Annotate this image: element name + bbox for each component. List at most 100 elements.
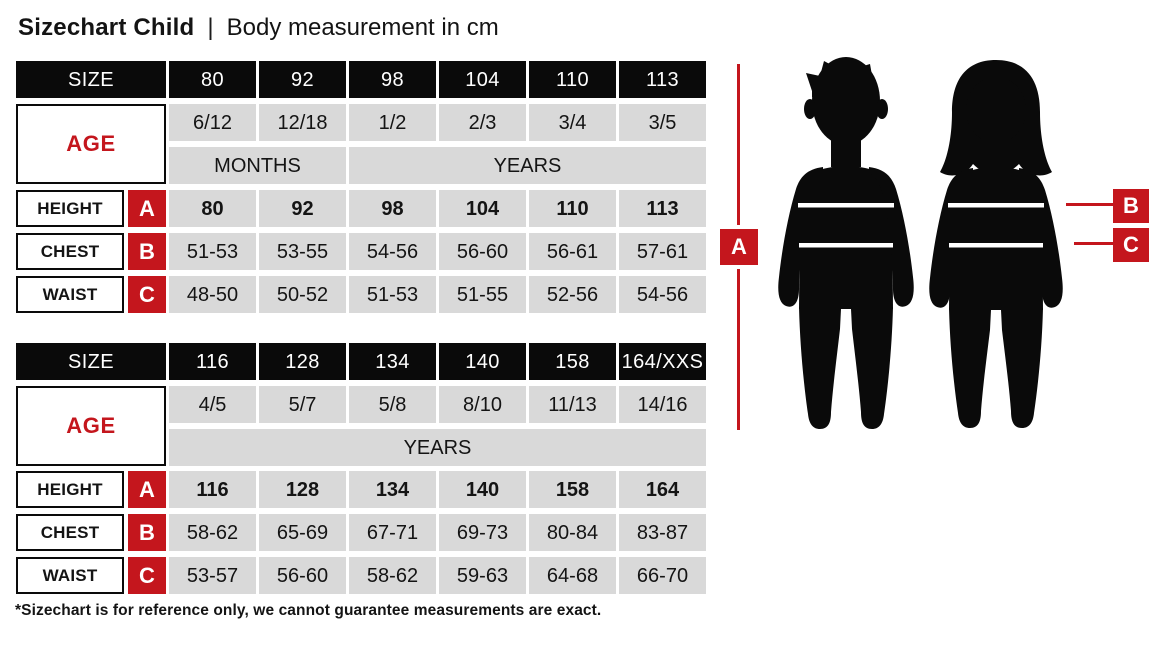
table2-height-cell: 116 [169, 471, 256, 508]
table1-chest-cell: 54-56 [349, 233, 436, 270]
table2-height-rowlabel: HEIGHT A [16, 471, 166, 508]
table1-age-cell: 3/4 [529, 104, 616, 141]
table2-size-cell: 134 [349, 343, 436, 380]
table1-height-cell: 110 [529, 190, 616, 227]
table2-age-cell: 4/5 [169, 386, 256, 423]
table1-header-grid: SIZE 80 92 98 104 110 113 AGE 6/12 12/18… [16, 61, 706, 184]
table1-size-cell: 80 [169, 61, 256, 98]
waist-label: WAIST [16, 557, 124, 594]
table1-age-cell: 3/5 [619, 104, 706, 141]
boy-neck [831, 129, 861, 167]
chest-label: CHEST [16, 514, 124, 551]
table2-waist-cell: 53-57 [169, 557, 256, 594]
table2-height-cell: 134 [349, 471, 436, 508]
table1-height-cell: 113 [619, 190, 706, 227]
table2-header-grid: SIZE 116 128 134 140 158 164/XXS AGE 4/5… [16, 343, 706, 466]
chest-pointer-line [1066, 203, 1113, 206]
table2-chest-cell: 69-73 [439, 514, 526, 551]
table1-age-cell: 12/18 [259, 104, 346, 141]
marker-c-badge: C [128, 557, 166, 594]
boy-silhouette [778, 57, 914, 429]
marker-b-badge: B [128, 514, 166, 551]
girl-waist-line [949, 243, 1043, 248]
marker-a-badge: A [128, 471, 166, 508]
table2-size-header: SIZE [16, 343, 166, 380]
table1-waist-rowlabel: WAIST C [16, 276, 166, 313]
table1-height-rowlabel: HEIGHT A [16, 190, 166, 227]
table2-waist-cell: 66-70 [619, 557, 706, 594]
table2-age-cell: 5/8 [349, 386, 436, 423]
table2-height-cell: 128 [259, 471, 346, 508]
table1-chest-cell: 51-53 [169, 233, 256, 270]
table2-chest-cell: 58-62 [169, 514, 256, 551]
table1-size-cell: 113 [619, 61, 706, 98]
age-label: AGE [66, 413, 116, 438]
girl-silhouette [929, 60, 1063, 428]
table1-waist-cell: 54-56 [619, 276, 706, 313]
title-main: Sizechart Child [18, 14, 195, 41]
girl-head [966, 77, 1026, 143]
table1-height-cell: 104 [439, 190, 526, 227]
footnote: *Sizechart is for reference only, we can… [15, 602, 602, 619]
table1-size-cell: 98 [349, 61, 436, 98]
table1-unit-years: YEARS [349, 147, 706, 184]
table1-chest-cell: 56-61 [529, 233, 616, 270]
table1-waist-cell: 52-56 [529, 276, 616, 313]
table1-chest-cell: 53-55 [259, 233, 346, 270]
table1-body-grid: HEIGHT A 80 92 98 104 110 113 CHEST B 51… [16, 190, 706, 313]
boy-leg-right [851, 307, 893, 429]
table2-waist-rowlabel: WAIST C [16, 557, 166, 594]
table1-waist-cell: 51-55 [439, 276, 526, 313]
girl-torso [949, 167, 1043, 310]
table2-height-cell: 164 [619, 471, 706, 508]
table2-age-cell: 8/10 [439, 386, 526, 423]
girl-leg-right [1001, 308, 1043, 428]
table2-size-cell: 158 [529, 343, 616, 380]
table1-size-cell: 104 [439, 61, 526, 98]
table1-chest-rowlabel: CHEST B [16, 233, 166, 270]
table1-size-cell: 110 [529, 61, 616, 98]
boy-arm-right [869, 167, 914, 307]
table2-size-cell: 164/XXS [619, 343, 706, 380]
marker-b-badge: B [128, 233, 166, 270]
table1-age-cell: 1/2 [349, 104, 436, 141]
table1-unit-months: MONTHS [169, 147, 346, 184]
table2-size-cell: 116 [169, 343, 256, 380]
table2-age-cell: 14/16 [619, 386, 706, 423]
marker-c-badge: C [128, 276, 166, 313]
table2-waist-cell: 58-62 [349, 557, 436, 594]
table1-height-cell: 92 [259, 190, 346, 227]
table2-waist-cell: 64-68 [529, 557, 616, 594]
table1-age-cell: 6/12 [169, 104, 256, 141]
table2-waist-cell: 56-60 [259, 557, 346, 594]
table2-age-header: AGE [16, 386, 166, 466]
figure-marker-a: A [720, 229, 758, 265]
table1-size-header: SIZE [16, 61, 166, 98]
table1-waist-cell: 48-50 [169, 276, 256, 313]
boy-ear-right [876, 99, 888, 119]
table2-chest-cell: 83-87 [619, 514, 706, 551]
girl-chest-line [948, 203, 1044, 208]
title-separator: | [207, 14, 214, 41]
girl-arm-left [929, 168, 973, 308]
height-label: HEIGHT [16, 190, 124, 227]
table2-unit-years: YEARS [169, 429, 706, 466]
table1-waist-cell: 51-53 [349, 276, 436, 313]
boy-chest-line [798, 203, 894, 208]
girl-leg-left [949, 308, 991, 428]
boy-arm-left [778, 167, 823, 307]
figure-marker-c: C [1113, 228, 1149, 262]
table2-age-cell: 11/13 [529, 386, 616, 423]
boy-waist-line [799, 243, 893, 248]
table2-chest-cell: 65-69 [259, 514, 346, 551]
table1-waist-cell: 50-52 [259, 276, 346, 313]
table2-chest-cell: 80-84 [529, 514, 616, 551]
table1-chest-cell: 57-61 [619, 233, 706, 270]
table2-age-cell: 5/7 [259, 386, 346, 423]
boy-ear-left [804, 99, 816, 119]
age-label: AGE [66, 131, 116, 156]
waist-pointer-line [1074, 242, 1113, 245]
table2-height-cell: 158 [529, 471, 616, 508]
table2-size-cell: 128 [259, 343, 346, 380]
